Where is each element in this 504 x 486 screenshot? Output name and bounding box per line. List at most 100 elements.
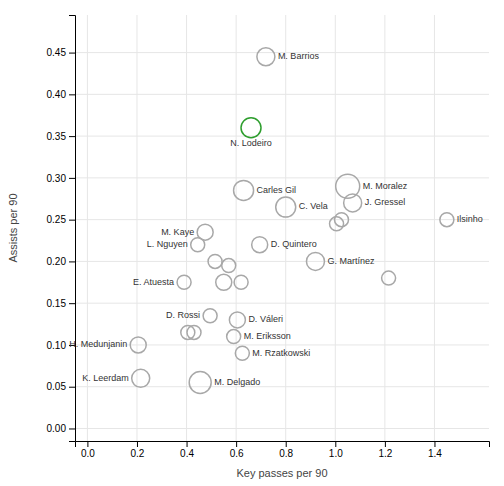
bubble <box>257 48 275 66</box>
point-label: N. Lodeiro <box>230 138 272 148</box>
bubble <box>234 275 248 289</box>
grid-line-x <box>285 15 286 441</box>
tick-label: 0.15 <box>47 298 67 309</box>
bubble <box>177 275 191 289</box>
tick: 0.6 <box>230 441 244 459</box>
axis-line <box>69 16 76 442</box>
tick-label: 0.8 <box>279 448 293 459</box>
bubble <box>334 213 348 227</box>
grid-line-x <box>136 15 137 441</box>
point-label: E. Atuesta <box>133 277 174 287</box>
bubble <box>235 346 249 360</box>
bubble <box>181 325 195 339</box>
tick-mark <box>69 220 75 221</box>
tick: 0.05 <box>47 381 75 392</box>
points <box>130 48 454 394</box>
bubble <box>132 369 150 387</box>
tick-mark <box>69 136 75 137</box>
bubble <box>306 252 324 270</box>
tick-mark <box>69 303 75 304</box>
tick-label: 0.25 <box>47 214 67 225</box>
grid-line-y <box>75 136 489 137</box>
point-label: D. Quintero <box>271 239 317 249</box>
point-label: K. Leerdam <box>82 373 129 383</box>
point-label: H. Medunjanin <box>69 339 127 349</box>
grid-line-y <box>75 344 489 345</box>
tick-mark <box>434 441 435 447</box>
point-label: M. Eriksson <box>244 331 291 341</box>
bubble <box>276 197 296 217</box>
axis-line <box>76 442 490 448</box>
x-axis-title: Key passes per 90 <box>236 467 327 479</box>
tick: 0.00 <box>47 423 75 434</box>
bubble <box>222 259 236 273</box>
tick-label: 0.6 <box>230 448 244 459</box>
tick-label: 1.2 <box>378 448 392 459</box>
tick: 0.15 <box>47 298 75 309</box>
x-axis: 0.0 0.2 0.4 0.6 0.8 1.0 1.2 1.4 <box>76 441 490 459</box>
grid-line-y <box>75 303 489 304</box>
point-label: L. Nguyen <box>147 239 188 249</box>
grid-line-y <box>75 261 489 262</box>
tick-mark <box>187 441 188 447</box>
point-label: G. Martínez <box>327 256 375 266</box>
tick: 1.4 <box>428 441 442 459</box>
bubble <box>208 254 222 268</box>
point-label: D. Rossi <box>166 310 200 320</box>
point-label: M. Barrios <box>278 51 320 61</box>
bubble <box>440 213 454 227</box>
bubble <box>234 180 254 200</box>
tick: 1.2 <box>378 441 392 459</box>
tick-mark <box>69 428 75 429</box>
tick-label: 1.4 <box>428 448 442 459</box>
tick: 0.8 <box>279 441 293 459</box>
tick-mark <box>87 441 88 447</box>
tick: 0.2 <box>131 441 145 459</box>
point-labels: M. BarriosN. LodeiroCarles GilC. VelaM. … <box>69 51 483 387</box>
point-label: M. Rzatkowski <box>252 348 310 358</box>
tick: 0.4 <box>180 441 194 459</box>
tick: 0.40 <box>47 89 75 100</box>
point-label: J. Gressel <box>365 197 406 207</box>
grid-line-y <box>75 177 489 178</box>
bubble <box>227 330 241 344</box>
point-label: Carles Gil <box>257 185 297 195</box>
grid-line-y <box>75 94 489 95</box>
tick-mark <box>137 441 138 447</box>
bubble <box>191 238 205 252</box>
point-label: D. Váleri <box>248 314 283 324</box>
tick: 0.25 <box>47 214 75 225</box>
bubble <box>344 194 362 212</box>
bubble <box>229 312 245 328</box>
tick: 1.0 <box>329 441 343 459</box>
tick-label: 0.40 <box>47 89 67 100</box>
bubble <box>130 337 146 353</box>
tick: 0.35 <box>47 131 75 142</box>
tick-label: 0.2 <box>131 448 145 459</box>
tick: 0.20 <box>47 256 75 267</box>
point-label: M. Delgado <box>214 377 260 387</box>
tick: 0.30 <box>47 173 75 184</box>
tick-mark <box>236 441 237 447</box>
grid-line-y <box>75 219 489 220</box>
grid-line-y <box>75 428 489 429</box>
tick-mark <box>335 441 336 447</box>
y-axis: 0.000.050.100.150.200.250.300.350.400.45 <box>47 16 76 442</box>
tick-label: 1.0 <box>329 448 343 459</box>
tick-label: 0.00 <box>47 423 67 434</box>
tick-label: 0.45 <box>47 47 67 58</box>
tick-label: 0.4 <box>180 448 194 459</box>
tick-label: 0.30 <box>47 173 67 184</box>
tick-mark <box>385 441 386 447</box>
tick-mark <box>69 387 75 388</box>
tick-mark <box>286 441 287 447</box>
grid <box>75 15 489 441</box>
bubble <box>187 325 201 339</box>
point-label: M. Kaye <box>161 227 194 237</box>
tick-mark <box>69 94 75 95</box>
grid-line-x <box>434 15 435 441</box>
bubble <box>203 309 217 323</box>
tick: 0.45 <box>47 47 75 58</box>
tick: 0.0 <box>81 441 95 459</box>
bubble <box>216 274 232 290</box>
